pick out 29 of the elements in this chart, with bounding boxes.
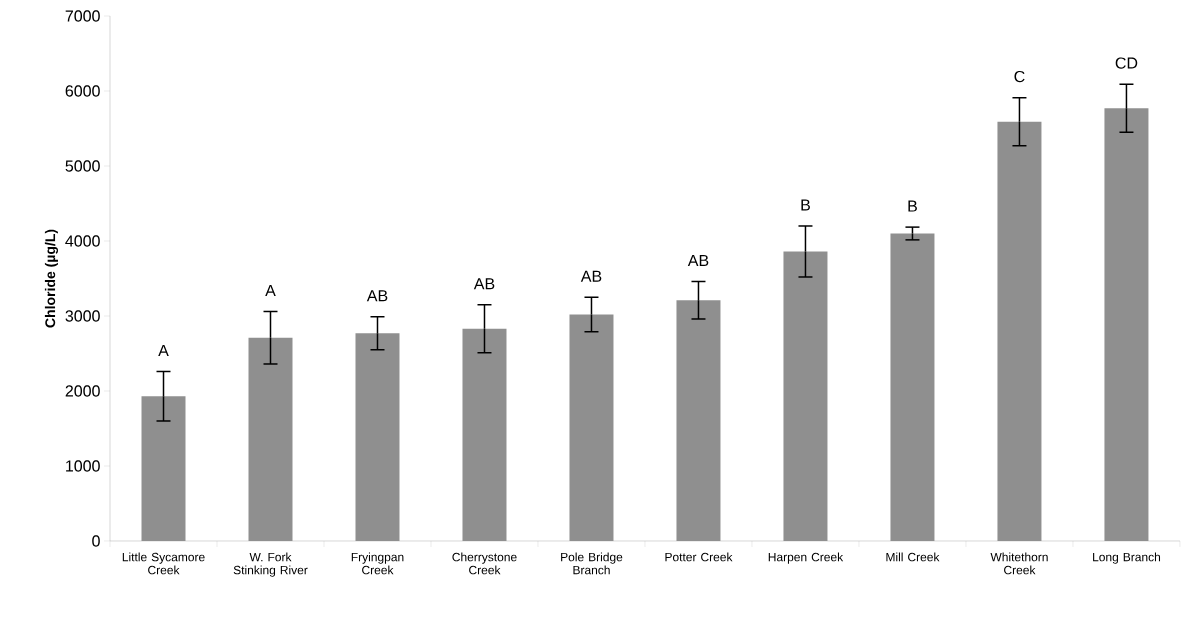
y-tick-label: 5000: [65, 160, 100, 172]
annotation: B: [908, 200, 917, 212]
annotation: AB: [580, 270, 602, 282]
x-tick-label: Potter Creek: [665, 552, 733, 562]
x-tick-label: Pole Bridge Branch: [561, 552, 623, 575]
x-tick-label: W. Fork Stinking River: [233, 552, 308, 577]
annotation: AB: [473, 278, 495, 290]
annotation: A: [158, 344, 169, 356]
y-tick-label: 0: [92, 535, 100, 547]
y-tick-label: 6000: [65, 85, 100, 97]
x-tick-label: Cherrystone Creek: [452, 552, 517, 575]
x-tick-label: Harpen Creek: [768, 552, 844, 564]
x-tick-label: Fryingpan Creek: [351, 552, 404, 575]
y-tick-label: 3000: [65, 310, 100, 322]
annotation: B: [801, 199, 810, 211]
annotation: CD: [1115, 57, 1138, 69]
x-tick-label: Whitethorn Creek: [990, 552, 1048, 575]
y-axis-title: Chloride (µg/L): [44, 229, 59, 328]
y-tick-label: 4000: [65, 235, 100, 247]
annotation: AB: [687, 254, 709, 266]
x-tick-label: Long Branch: [1093, 552, 1161, 564]
annotation: C: [1014, 70, 1025, 83]
y-tick-label: 2000: [65, 385, 100, 397]
annotation: AB: [366, 290, 388, 302]
annotation: A: [265, 284, 276, 296]
x-tick-label: Little Sycamore Creek: [122, 552, 205, 575]
y-tick-label: 1000: [66, 460, 100, 472]
y-tick-label: 7000: [65, 10, 100, 22]
x-tick-label: Mill Creek: [886, 552, 940, 562]
